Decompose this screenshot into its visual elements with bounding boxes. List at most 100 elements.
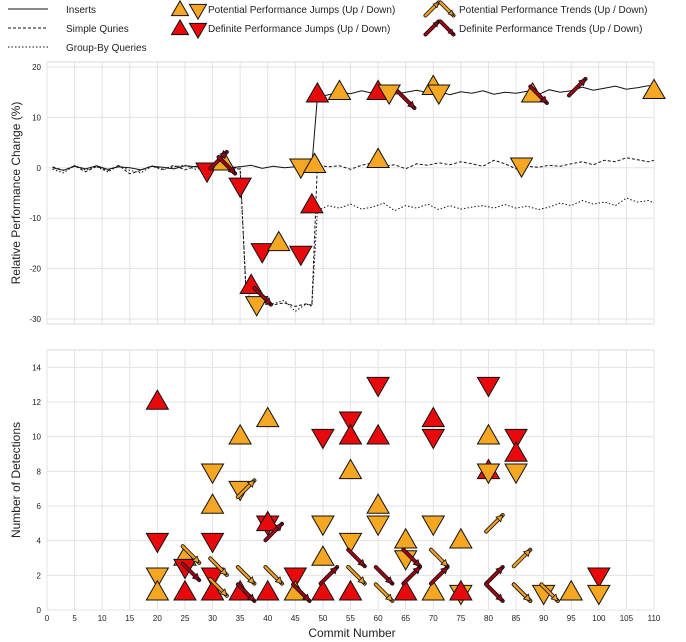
definite-jump-down-marker	[250, 243, 275, 264]
legend-jump-down-icon	[188, 3, 208, 21]
potential-jump-down-marker	[586, 584, 611, 606]
x-tick-label: 70	[429, 614, 438, 623]
potential-jump-down-marker	[145, 567, 170, 589]
markers	[195, 74, 666, 317]
legend-jump-up-icon	[170, 0, 190, 17]
potential-jump-down-marker	[421, 515, 446, 537]
potential-trend-down-marker	[373, 582, 395, 603]
x-tick-label: 75	[456, 614, 465, 623]
x-tick-label: 5	[72, 614, 77, 623]
definite-trend-up-marker	[484, 565, 505, 586]
y-tick-label: -20	[29, 265, 41, 274]
x-tick-label: 15	[125, 614, 134, 623]
definite-jump-down-marker	[200, 532, 225, 554]
y-axis-label-bottom: Number of Detections	[9, 422, 23, 538]
potential-jump-down-marker	[504, 463, 528, 485]
x-tick-label: 90	[539, 614, 548, 623]
potential-jump-up-marker	[200, 493, 225, 514]
definite-jump-up-marker	[366, 423, 390, 445]
x-tick-label: 40	[263, 614, 272, 623]
potential-trend-up-marker	[235, 478, 257, 499]
definite-jump-down-marker	[145, 532, 170, 554]
definite-jump-down-marker	[586, 567, 611, 589]
potential-jump-down-marker	[200, 463, 225, 485]
potential-jump-down-marker	[377, 84, 401, 106]
definite-trend-down-marker	[395, 89, 417, 111]
potential-jump-up-marker	[327, 79, 352, 101]
potential-jump-down-marker	[338, 532, 363, 554]
definite-jump-up-marker	[173, 579, 197, 601]
legend-jump-up-icon	[170, 18, 190, 36]
y-tick-label: 12	[32, 398, 41, 407]
definite-trend-down-marker	[484, 582, 505, 603]
x-tick-label: 35	[236, 614, 245, 623]
series-line-group-by-queries	[52, 164, 655, 313]
definite-jump-up-marker	[305, 81, 330, 103]
definite-jump-down-marker	[504, 428, 528, 450]
definite-jump-down-marker	[338, 411, 363, 433]
potential-jump-down-marker	[476, 463, 501, 485]
x-tick-label: 110	[648, 614, 661, 623]
definite-jump-down-marker	[228, 177, 253, 199]
performance-change-panel: -30 -20 -10 0 10 20	[29, 61, 666, 325]
definite-jump-down-marker	[283, 567, 308, 589]
definite-trend-up-marker	[208, 150, 229, 171]
definite-jump-up-marker	[338, 423, 363, 445]
potential-jump-up-marker	[476, 423, 501, 445]
potential-jump-up-marker	[255, 406, 280, 428]
potential-jump-up-marker	[642, 78, 666, 99]
y-tick-label: 14	[32, 363, 41, 372]
legend-trend-up-icon	[423, 19, 441, 37]
x-tick-label: 105	[620, 614, 634, 623]
definite-trend-down-marker	[373, 565, 395, 586]
definite-jump-up-marker	[255, 579, 280, 601]
potential-jump-up-marker	[393, 527, 418, 549]
x-tick-label: 25	[181, 614, 190, 623]
definite-trend-down-marker	[291, 582, 312, 603]
potential-jump-up-marker	[311, 545, 335, 566]
series-line-simple-quries	[52, 157, 655, 307]
x-tick-label: 50	[318, 614, 327, 623]
potential-jump-up-marker	[421, 579, 446, 601]
potential-jump-up-marker	[145, 579, 170, 601]
y-tick-label: 6	[37, 502, 42, 511]
legend-label: Definite Performance Jumps (Up / Down)	[208, 24, 390, 35]
definite-jump-up-marker	[393, 579, 418, 601]
definite-jump-down-marker	[476, 376, 501, 398]
definite-trend-up-marker	[318, 565, 340, 586]
definite-jump-up-marker	[448, 579, 473, 601]
y-tick-label: 20	[32, 63, 41, 72]
potential-trend-down-marker	[539, 582, 560, 603]
definite-jump-up-marker	[504, 441, 528, 462]
potential-jump-up-marker	[266, 230, 291, 252]
potential-jump-down-marker	[426, 84, 451, 106]
series-line-inserts	[52, 85, 655, 171]
potential-trend-down-marker	[346, 565, 367, 586]
y-tick-label: 4	[37, 537, 42, 546]
y-tick-label: 0	[37, 164, 42, 173]
legend-label: Inserts	[66, 5, 96, 16]
potential-jump-up-marker	[302, 152, 327, 174]
x-tick-label: 10	[98, 614, 107, 623]
legend-trend-down-icon	[438, 0, 456, 18]
definite-trend-down-marker	[401, 547, 422, 569]
potential-jump-down-marker	[311, 515, 335, 537]
definite-trend-down-marker	[346, 547, 367, 569]
detections-panel: 0 2 4 6 8 10 12 14 0 5 10 15 20 25 30 35 40 45 50 55 60 65 70 7…	[32, 349, 661, 623]
x-tick-label: 45	[291, 614, 300, 623]
legend-trend-up-icon	[423, 0, 441, 18]
potential-trend-down-marker	[208, 577, 229, 598]
potential-trend-down-marker	[511, 582, 533, 603]
markers	[145, 376, 611, 606]
potential-jump-down-marker	[244, 296, 269, 317]
potential-jump-up-marker	[228, 423, 253, 445]
y-axis-label-top: Relative Performance Change (%)	[9, 102, 23, 285]
definite-jump-up-marker	[300, 192, 324, 214]
x-tick-label: 65	[401, 614, 410, 623]
definite-trend-up-marker	[401, 565, 422, 586]
definite-jump-down-marker	[366, 376, 390, 398]
definite-trend-up-marker	[263, 521, 284, 543]
y-tick-label: 10	[32, 113, 41, 122]
legend-jump-down-icon	[188, 22, 208, 40]
